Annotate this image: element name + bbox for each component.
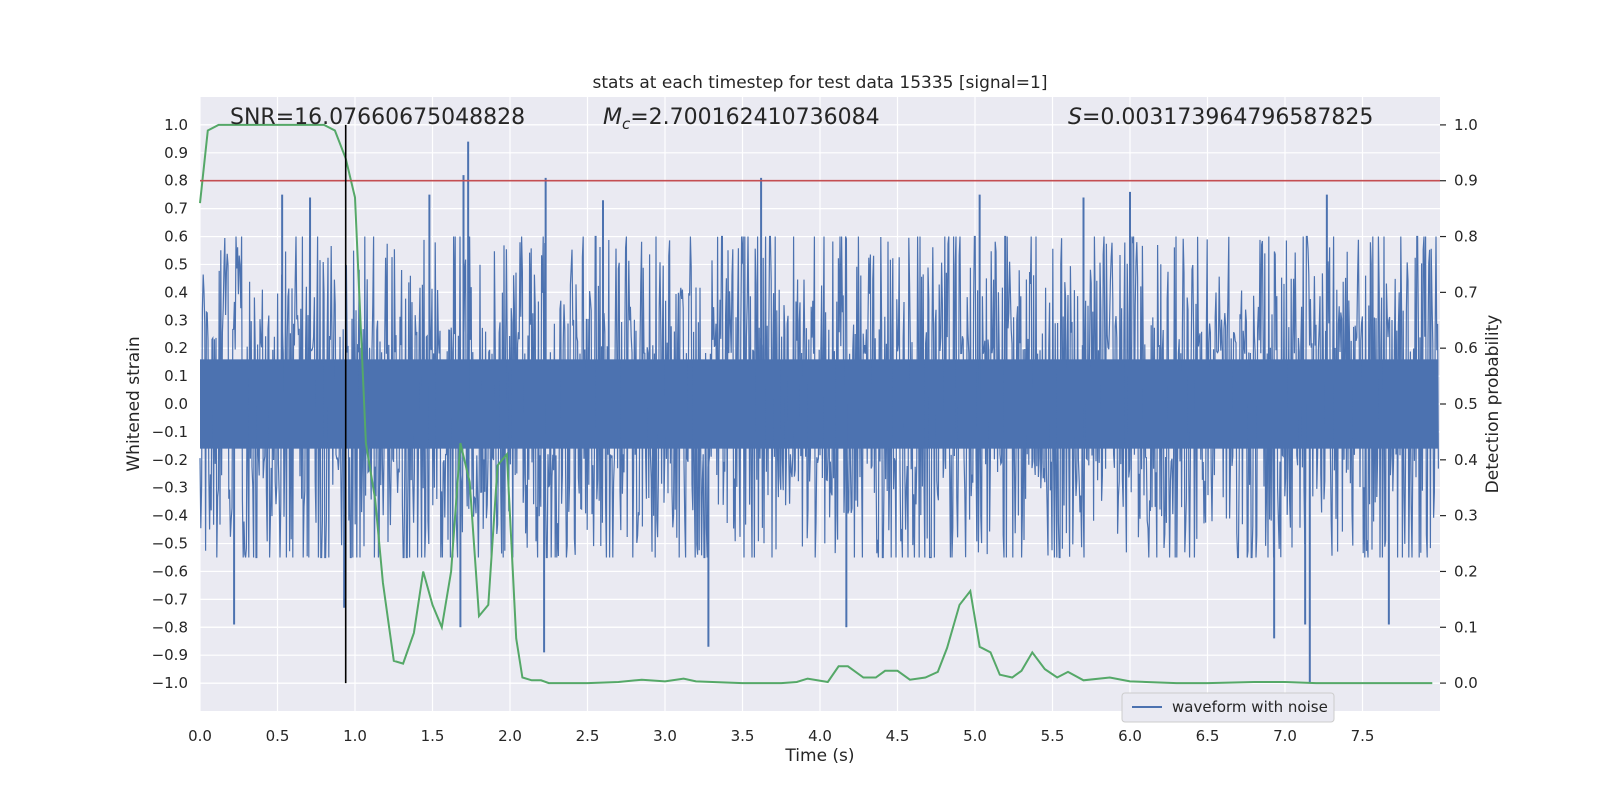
y-right-tick-label: 0.5	[1454, 395, 1478, 413]
y-tick-label: −0.3	[152, 479, 188, 497]
s-annotation: S=0.003173964796587825	[1068, 105, 1373, 130]
chirp-mass-annotation: Mc=2.700162410736084	[603, 105, 880, 133]
y-tick-label: −0.1	[152, 423, 188, 441]
x-tick-label: 4.5	[886, 727, 910, 745]
y-tick-label: −0.2	[152, 451, 188, 469]
y-tick-label: −0.9	[152, 646, 188, 664]
y-tick-label: −0.5	[152, 535, 188, 553]
x-tick-label: 0.0	[188, 727, 212, 745]
x-tick-label: 1.5	[421, 727, 445, 745]
y-right-tick-label: 0.2	[1454, 562, 1478, 580]
y-right-tick-label: 0.0	[1454, 674, 1478, 692]
y-tick-label: 0.6	[164, 228, 188, 246]
y-tick-label: 1.0	[164, 116, 188, 134]
legend-box	[1121, 692, 1335, 723]
y-axis-label: Whitened strain	[124, 336, 144, 471]
x-tick-label: 3.0	[653, 727, 677, 745]
y-tick-label: −0.8	[152, 618, 188, 636]
x-tick-label: 6.5	[1196, 727, 1220, 745]
y-right-tick-label: 1.0	[1454, 116, 1478, 134]
y-right-tick-label: 0.8	[1454, 228, 1478, 246]
x-tick-label: 3.5	[731, 727, 755, 745]
y-right-tick-label: 0.6	[1454, 339, 1478, 357]
y-tick-label: −0.6	[152, 562, 188, 580]
x-tick-label: 5.5	[1041, 727, 1065, 745]
y-tick-label: 0.8	[164, 172, 188, 190]
x-tick-label: 1.0	[343, 727, 367, 745]
reference-lines	[200, 124, 1440, 684]
y-right-axis-label: Detection probability	[1483, 315, 1503, 494]
y-tick-label: −0.7	[152, 590, 188, 608]
snr-annotation: SNR=16.07660675048828	[230, 105, 525, 130]
y-tick-label: 0.3	[164, 311, 188, 329]
chirp-mass-subscript: c	[622, 115, 631, 133]
y-left-tick-labels: 1.0 0.9 0.8 0.7 0.6 0.5 0.4 0.3 0.2 0.1 0.0 −0.1 −0.…	[152, 116, 188, 692]
y-tick-label: 0.7	[164, 200, 188, 218]
x-tick-label: 6.0	[1118, 727, 1142, 745]
chirp-mass-value: =2.700162410736084	[630, 105, 879, 130]
x-tick-label: 0.5	[266, 727, 290, 745]
s-value: =0.003173964796587825	[1082, 105, 1373, 130]
y-right-tick-label: 0.9	[1454, 172, 1478, 190]
y-right-tick-label: 0.4	[1454, 451, 1478, 469]
y-tick-label: 0.0	[164, 395, 188, 413]
x-tick-label: 2.0	[498, 727, 522, 745]
y-right-tick-labels: 1.0 0.9 0.8 0.7 0.6 0.5 0.4 0.3 0.2 0.1 0.0	[1440, 116, 1478, 692]
y-tick-label: 0.1	[164, 367, 188, 385]
x-tick-label: 5.0	[963, 727, 987, 745]
x-tick-label: 2.5	[576, 727, 600, 745]
y-tick-label: 0.9	[164, 144, 188, 162]
y-tick-label: −0.4	[152, 507, 188, 525]
y-right-tick-label: 0.7	[1454, 283, 1478, 301]
probability-series	[199, 123, 1433, 685]
waveform-line	[199, 235, 1439, 559]
x-tick-label: 7.0	[1273, 727, 1297, 745]
chart-title: stats at each timestep for test data 153…	[593, 73, 1048, 93]
y-tick-label: 0.4	[164, 283, 188, 301]
detection-probability-line	[199, 123, 1433, 685]
s-symbol: S	[1068, 105, 1082, 130]
chirp-mass-symbol: M	[603, 105, 622, 130]
x-axis-label: Time (s)	[784, 746, 854, 766]
y-right-tick-label: 0.3	[1454, 507, 1478, 525]
legend: waveform with noise	[1121, 692, 1335, 723]
x-tick-label: 7.5	[1351, 727, 1375, 745]
x-tick-label: 4.0	[808, 727, 832, 745]
y-tick-label: 0.5	[164, 255, 188, 273]
legend-entry-waveform: waveform with noise	[1172, 698, 1328, 716]
y-tick-label: 0.2	[164, 339, 188, 357]
y-tick-label: −1.0	[152, 674, 188, 692]
x-tick-labels: 0.0 0.5 1.0 1.5 2.0 2.5 3.0 3.5 4.0 4.5 5.0 5.5 6.0 6…	[188, 727, 1374, 745]
y-right-tick-label: 0.1	[1454, 618, 1478, 636]
waveform-series	[199, 141, 1439, 684]
